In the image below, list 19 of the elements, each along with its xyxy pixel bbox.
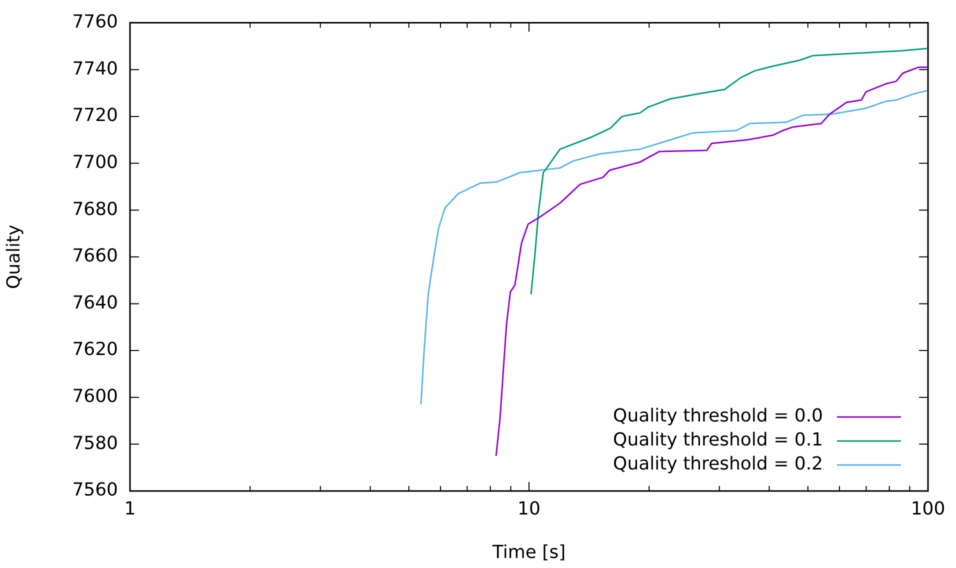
y-tick-label: 7580 [72,432,118,454]
y-tick-label: 7720 [72,105,118,126]
legend-label: Quality threshold = 0.2 [613,454,823,475]
y-tick-label: 7640 [72,292,118,314]
y-tick-label: 7760 [72,11,118,32]
x-tick-label: 100 [910,498,946,520]
y-tick-label: 7700 [72,152,118,173]
x-tick-label: 1 [124,498,136,520]
y-tick-label: 7620 [72,339,118,360]
y-tick-label: 7680 [72,198,118,220]
x-tick-label: 10 [518,498,540,520]
y-tick-label: 7600 [72,386,118,408]
y-tick-label: 7560 [72,480,118,501]
legend-label: Quality threshold = 0.0 [613,406,823,427]
y-tick-label: 7740 [72,58,118,80]
y-tick-label: 7660 [72,246,118,267]
x-axis-title: Time [s] [491,542,566,563]
legend-label: Quality threshold = 0.1 [613,430,823,451]
y-axis-title: Quality [3,224,24,290]
